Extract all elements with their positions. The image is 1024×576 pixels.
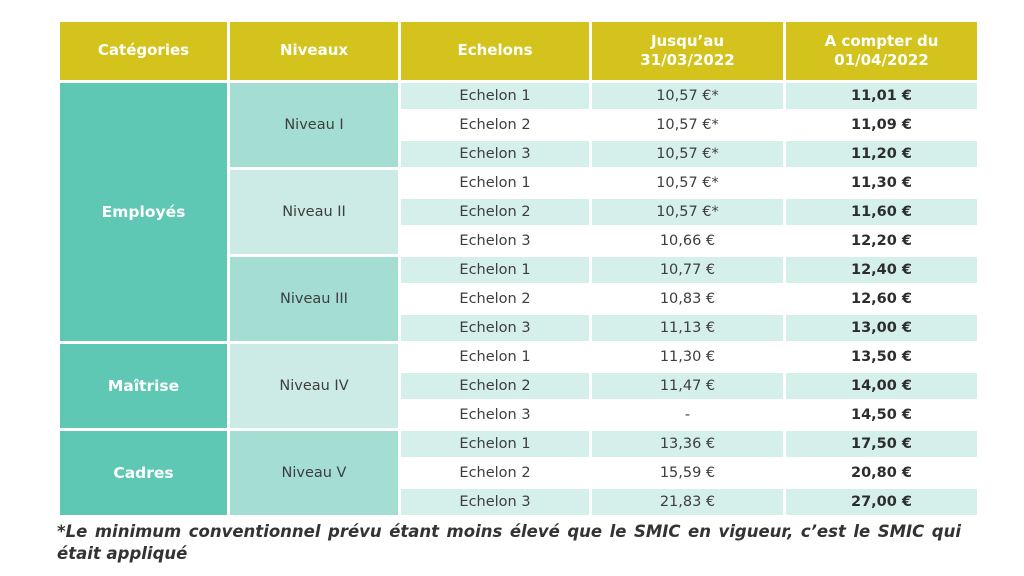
rate-from-cell: 17,50 € xyxy=(786,431,977,457)
rate-from-cell: 12,60 € xyxy=(786,286,977,312)
salary-grid-wrapper: Catégories Niveaux Echelons Jusqu’au 31/… xyxy=(57,19,980,518)
rate-until-cell: 10,66 € xyxy=(592,228,783,254)
echelon-cell: Echelon 1 xyxy=(401,83,589,109)
smic-footnote: *Le minimum conventionnel prévu étant mo… xyxy=(57,522,961,564)
table-row: Niveau II Echelon 1 10,57 €* 11,30 € xyxy=(60,170,977,254)
rate-until-cell: 15,59 € xyxy=(592,460,783,486)
table-row: Echelon 3 - 14,50 € xyxy=(60,402,977,428)
header-label-line1: Jusqu’au xyxy=(650,31,725,50)
echelon-cell: Echelon 3 xyxy=(401,141,589,167)
header-row: Catégories Niveaux Echelons Jusqu’au 31/… xyxy=(60,22,977,80)
rate-until-cell: 11,30 € xyxy=(592,344,783,370)
table-row: Echelon 3 21,83 € 27,00 € xyxy=(60,489,977,515)
echelon-cell: Echelon 3 xyxy=(401,489,589,515)
header-label: Echelons xyxy=(457,41,533,60)
header-label: Niveaux xyxy=(279,41,349,60)
rate-until-cell: 10,57 €* xyxy=(592,83,783,109)
salary-grid-table: Catégories Niveaux Echelons Jusqu’au 31/… xyxy=(57,19,980,518)
rate-until-cell: 21,83 € xyxy=(592,489,783,515)
rate-until-cell: 10,57 €* xyxy=(592,199,783,225)
table-row: Echelon 3 10,66 € 12,20 € xyxy=(60,228,977,254)
rate-from-cell: 11,60 € xyxy=(786,199,977,225)
rate-from-cell: 13,00 € xyxy=(786,315,977,341)
header-categories: Catégories xyxy=(60,22,227,80)
rate-until-cell: 11,47 € xyxy=(592,373,783,399)
rate-until-cell: 11,13 € xyxy=(592,315,783,341)
rate-from-cell: 20,80 € xyxy=(786,460,977,486)
rate-until-cell: 13,36 € xyxy=(592,431,783,457)
table-row: Echelon 2 11,47 € 14,00 € xyxy=(60,373,977,399)
rate-from-cell: 11,20 € xyxy=(786,141,977,167)
niveau-cell-2: Niveau II xyxy=(230,170,398,254)
rate-until-cell: - xyxy=(592,402,783,428)
category-cell-maitrise: Maîtrise xyxy=(60,344,227,428)
header-niveaux: Niveaux xyxy=(230,22,398,80)
rate-until-cell: 10,57 €* xyxy=(592,112,783,138)
echelon-cell: Echelon 3 xyxy=(401,402,589,428)
header-label-line2: 01/04/2022 xyxy=(834,51,929,69)
rate-from-cell: 14,00 € xyxy=(786,373,977,399)
echelon-cell: Echelon 1 xyxy=(401,431,589,457)
echelon-cell: Echelon 1 xyxy=(401,344,589,370)
category-cell-cadres: Cadres xyxy=(60,431,227,515)
table-row: Niveau III Echelon 1 10,77 € 12,40 € xyxy=(60,257,977,341)
table-body: Employés Niveau I Echelon 1 10,57 €* 11,… xyxy=(60,83,977,515)
header-label: Catégories xyxy=(97,41,190,60)
rate-from-cell: 11,09 € xyxy=(786,112,977,138)
echelon-cell: Echelon 2 xyxy=(401,373,589,399)
header-echelons: Echelons xyxy=(401,22,589,80)
niveau-cell-1: Niveau I xyxy=(230,83,398,167)
echelon-cell: Echelon 1 xyxy=(401,257,589,283)
echelon-cell: Echelon 2 xyxy=(401,199,589,225)
rate-from-cell: 14,50 € xyxy=(786,402,977,428)
table-row: Employés Niveau I Echelon 1 10,57 €* 11,… xyxy=(60,83,977,341)
table-row: Maîtrise Niveau IV Echelon 1 11,30 € 13,… xyxy=(60,344,977,428)
niveau-cell-3: Niveau III xyxy=(230,257,398,341)
rate-from-cell: 27,00 € xyxy=(786,489,977,515)
table-row: Echelon 3 10,57 €* 11,20 € xyxy=(60,141,977,167)
echelon-cell: Echelon 2 xyxy=(401,460,589,486)
rate-from-cell: 12,40 € xyxy=(786,257,977,283)
echelon-cell: Echelon 2 xyxy=(401,286,589,312)
rate-until-cell: 10,83 € xyxy=(592,286,783,312)
rate-from-cell: 11,01 € xyxy=(786,83,977,109)
header-label-line2: 31/03/2022 xyxy=(640,51,735,69)
table-row: Cadres Niveau V Echelon 1 13,36 € 17,50 … xyxy=(60,431,977,515)
rate-from-cell: 12,20 € xyxy=(786,228,977,254)
table-row: Echelon 2 10,57 €* 11,09 € xyxy=(60,112,977,138)
rate-from-cell: 13,50 € xyxy=(786,344,977,370)
table-row: Echelon 2 15,59 € 20,80 € xyxy=(60,460,977,486)
table-row: Echelon 2 10,57 €* 11,60 € xyxy=(60,199,977,225)
header-label-line1: A compter du xyxy=(824,31,939,50)
echelon-cell: Echelon 1 xyxy=(401,170,589,196)
category-cell-employes: Employés xyxy=(60,83,227,341)
rate-from-cell: 11,30 € xyxy=(786,170,977,196)
echelon-cell: Echelon 3 xyxy=(401,228,589,254)
niveau-cell-5: Niveau V xyxy=(230,431,398,515)
niveau-cell-4: Niveau IV xyxy=(230,344,398,428)
echelon-cell: Echelon 2 xyxy=(401,112,589,138)
rate-until-cell: 10,57 €* xyxy=(592,141,783,167)
table-row: Echelon 3 11,13 € 13,00 € xyxy=(60,315,977,341)
table-row: Echelon 2 10,83 € 12,60 € xyxy=(60,286,977,312)
header-until: Jusqu’au 31/03/2022 xyxy=(592,22,783,80)
rate-until-cell: 10,77 € xyxy=(592,257,783,283)
table-header: Catégories Niveaux Echelons Jusqu’au 31/… xyxy=(60,22,977,80)
header-from: A compter du 01/04/2022 xyxy=(786,22,977,80)
rate-until-cell: 10,57 €* xyxy=(592,170,783,196)
echelon-cell: Echelon 3 xyxy=(401,315,589,341)
